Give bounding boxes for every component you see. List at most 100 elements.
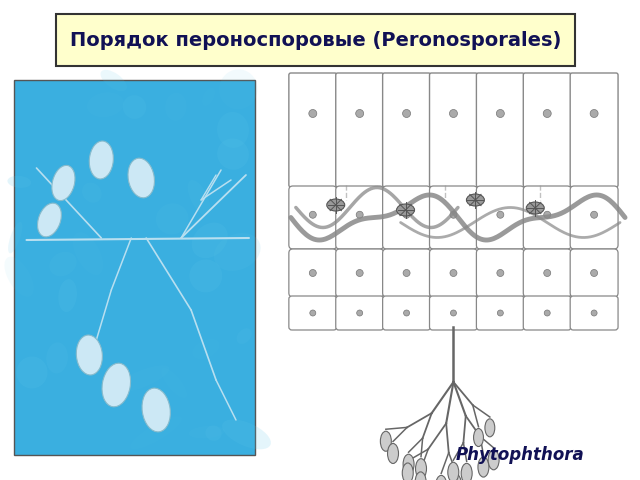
FancyBboxPatch shape bbox=[570, 296, 618, 330]
Circle shape bbox=[449, 109, 458, 118]
Circle shape bbox=[309, 269, 316, 276]
Text: Phytophthora: Phytophthora bbox=[456, 446, 585, 464]
FancyBboxPatch shape bbox=[524, 186, 571, 249]
Bar bbox=[13, 80, 255, 455]
FancyBboxPatch shape bbox=[476, 249, 524, 297]
FancyBboxPatch shape bbox=[336, 186, 383, 249]
Bar bbox=[56, 14, 575, 66]
Circle shape bbox=[403, 211, 410, 218]
Ellipse shape bbox=[488, 450, 499, 470]
Ellipse shape bbox=[52, 166, 75, 201]
Ellipse shape bbox=[436, 475, 447, 480]
Ellipse shape bbox=[8, 222, 22, 253]
Ellipse shape bbox=[192, 223, 228, 258]
Ellipse shape bbox=[188, 180, 211, 216]
Ellipse shape bbox=[415, 459, 426, 479]
FancyBboxPatch shape bbox=[570, 73, 618, 187]
Ellipse shape bbox=[485, 419, 495, 437]
Circle shape bbox=[309, 109, 317, 118]
Ellipse shape bbox=[73, 232, 103, 275]
FancyBboxPatch shape bbox=[429, 73, 477, 187]
Circle shape bbox=[403, 269, 410, 276]
FancyBboxPatch shape bbox=[289, 249, 337, 297]
Ellipse shape bbox=[89, 141, 113, 179]
Ellipse shape bbox=[142, 388, 170, 432]
Ellipse shape bbox=[156, 204, 189, 234]
Circle shape bbox=[590, 109, 598, 118]
Circle shape bbox=[451, 310, 456, 316]
Ellipse shape bbox=[123, 95, 147, 119]
Circle shape bbox=[310, 310, 316, 316]
Ellipse shape bbox=[205, 425, 221, 441]
Ellipse shape bbox=[102, 363, 131, 407]
FancyBboxPatch shape bbox=[289, 296, 337, 330]
Ellipse shape bbox=[202, 88, 215, 106]
Ellipse shape bbox=[161, 368, 187, 398]
Ellipse shape bbox=[478, 457, 489, 477]
Circle shape bbox=[309, 211, 316, 218]
Circle shape bbox=[497, 310, 503, 316]
Ellipse shape bbox=[115, 365, 170, 393]
Ellipse shape bbox=[38, 203, 61, 237]
Ellipse shape bbox=[165, 93, 187, 121]
FancyBboxPatch shape bbox=[336, 296, 383, 330]
Ellipse shape bbox=[403, 463, 413, 480]
Ellipse shape bbox=[217, 112, 249, 148]
Circle shape bbox=[591, 211, 598, 218]
Circle shape bbox=[450, 269, 457, 276]
Ellipse shape bbox=[397, 204, 415, 216]
Ellipse shape bbox=[214, 233, 260, 271]
Circle shape bbox=[404, 310, 410, 316]
FancyBboxPatch shape bbox=[524, 249, 571, 297]
Ellipse shape bbox=[189, 426, 225, 438]
Ellipse shape bbox=[237, 328, 252, 344]
FancyBboxPatch shape bbox=[476, 73, 524, 187]
Ellipse shape bbox=[100, 70, 127, 91]
Ellipse shape bbox=[46, 342, 68, 373]
FancyBboxPatch shape bbox=[383, 73, 431, 187]
Circle shape bbox=[356, 310, 363, 316]
FancyBboxPatch shape bbox=[289, 73, 337, 187]
Ellipse shape bbox=[415, 472, 426, 480]
Circle shape bbox=[591, 310, 597, 316]
Ellipse shape bbox=[192, 339, 220, 359]
Text: Порядок пероноспоровые (Peronosporales): Порядок пероноспоровые (Peronosporales) bbox=[70, 31, 561, 49]
Ellipse shape bbox=[189, 259, 222, 292]
FancyBboxPatch shape bbox=[383, 249, 431, 297]
FancyBboxPatch shape bbox=[570, 249, 618, 297]
FancyBboxPatch shape bbox=[570, 186, 618, 249]
Ellipse shape bbox=[474, 429, 483, 446]
Ellipse shape bbox=[380, 431, 391, 451]
FancyBboxPatch shape bbox=[476, 296, 524, 330]
FancyBboxPatch shape bbox=[524, 73, 571, 187]
Ellipse shape bbox=[130, 416, 182, 449]
FancyBboxPatch shape bbox=[429, 186, 477, 249]
Ellipse shape bbox=[87, 92, 124, 117]
Circle shape bbox=[497, 109, 504, 118]
FancyBboxPatch shape bbox=[524, 296, 571, 330]
Ellipse shape bbox=[461, 463, 472, 480]
Circle shape bbox=[356, 269, 363, 276]
Ellipse shape bbox=[526, 202, 544, 214]
Ellipse shape bbox=[327, 199, 345, 211]
FancyBboxPatch shape bbox=[383, 186, 431, 249]
FancyBboxPatch shape bbox=[336, 73, 383, 187]
Circle shape bbox=[403, 109, 411, 118]
Ellipse shape bbox=[217, 138, 249, 170]
Ellipse shape bbox=[49, 252, 77, 276]
FancyBboxPatch shape bbox=[336, 249, 383, 297]
Ellipse shape bbox=[128, 158, 154, 198]
Ellipse shape bbox=[448, 462, 459, 480]
Circle shape bbox=[544, 269, 550, 276]
Ellipse shape bbox=[58, 279, 77, 312]
Circle shape bbox=[497, 269, 504, 276]
Ellipse shape bbox=[403, 454, 414, 474]
FancyBboxPatch shape bbox=[476, 186, 524, 249]
Circle shape bbox=[591, 269, 598, 276]
Circle shape bbox=[543, 109, 551, 118]
Ellipse shape bbox=[17, 357, 47, 388]
Ellipse shape bbox=[219, 69, 257, 109]
FancyBboxPatch shape bbox=[289, 186, 337, 249]
FancyBboxPatch shape bbox=[383, 296, 431, 330]
Circle shape bbox=[497, 211, 504, 218]
